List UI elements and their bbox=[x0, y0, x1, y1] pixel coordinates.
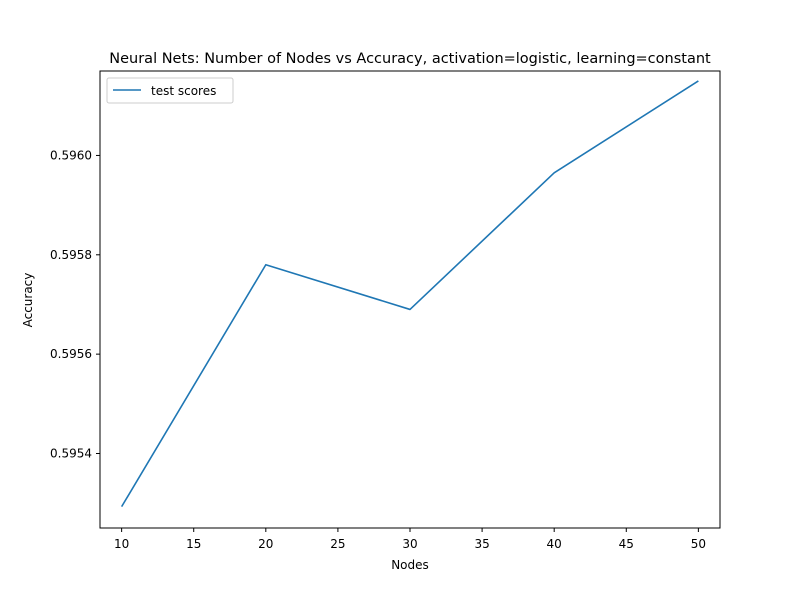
legend-label-test-scores: test scores bbox=[151, 84, 216, 98]
x-tick-label: 25 bbox=[330, 537, 345, 551]
x-tick-label: 20 bbox=[258, 537, 273, 551]
x-tick-label: 35 bbox=[474, 537, 489, 551]
x-axis-ticks: 10 15 20 25 30 35 40 45 50 bbox=[114, 528, 706, 551]
x-tick-label: 10 bbox=[114, 537, 129, 551]
plot-area bbox=[99, 70, 721, 529]
y-axis-label: Accuracy bbox=[21, 273, 35, 328]
y-tick-label: 0.5954 bbox=[50, 446, 92, 460]
series-line-test-scores bbox=[120, 80, 699, 508]
y-tick-label: 0.5960 bbox=[50, 148, 92, 162]
series-group bbox=[120, 80, 699, 508]
y-axis-ticks: 0.5954 0.5956 0.5958 0.5960 bbox=[50, 148, 100, 460]
y-tick-label: 0.5958 bbox=[50, 248, 92, 262]
legend: test scores bbox=[106, 77, 234, 104]
legend-box bbox=[106, 77, 234, 104]
x-axis-label: Nodes bbox=[391, 558, 429, 572]
x-tick-label: 45 bbox=[619, 537, 634, 551]
chart-title: Neural Nets: Number of Nodes vs Accuracy… bbox=[109, 51, 711, 67]
x-tick-label: 30 bbox=[402, 537, 417, 551]
y-tick-label: 0.5956 bbox=[50, 347, 92, 361]
x-tick-label: 50 bbox=[691, 537, 706, 551]
x-tick-label: 15 bbox=[186, 537, 201, 551]
x-tick-label: 40 bbox=[547, 537, 562, 551]
